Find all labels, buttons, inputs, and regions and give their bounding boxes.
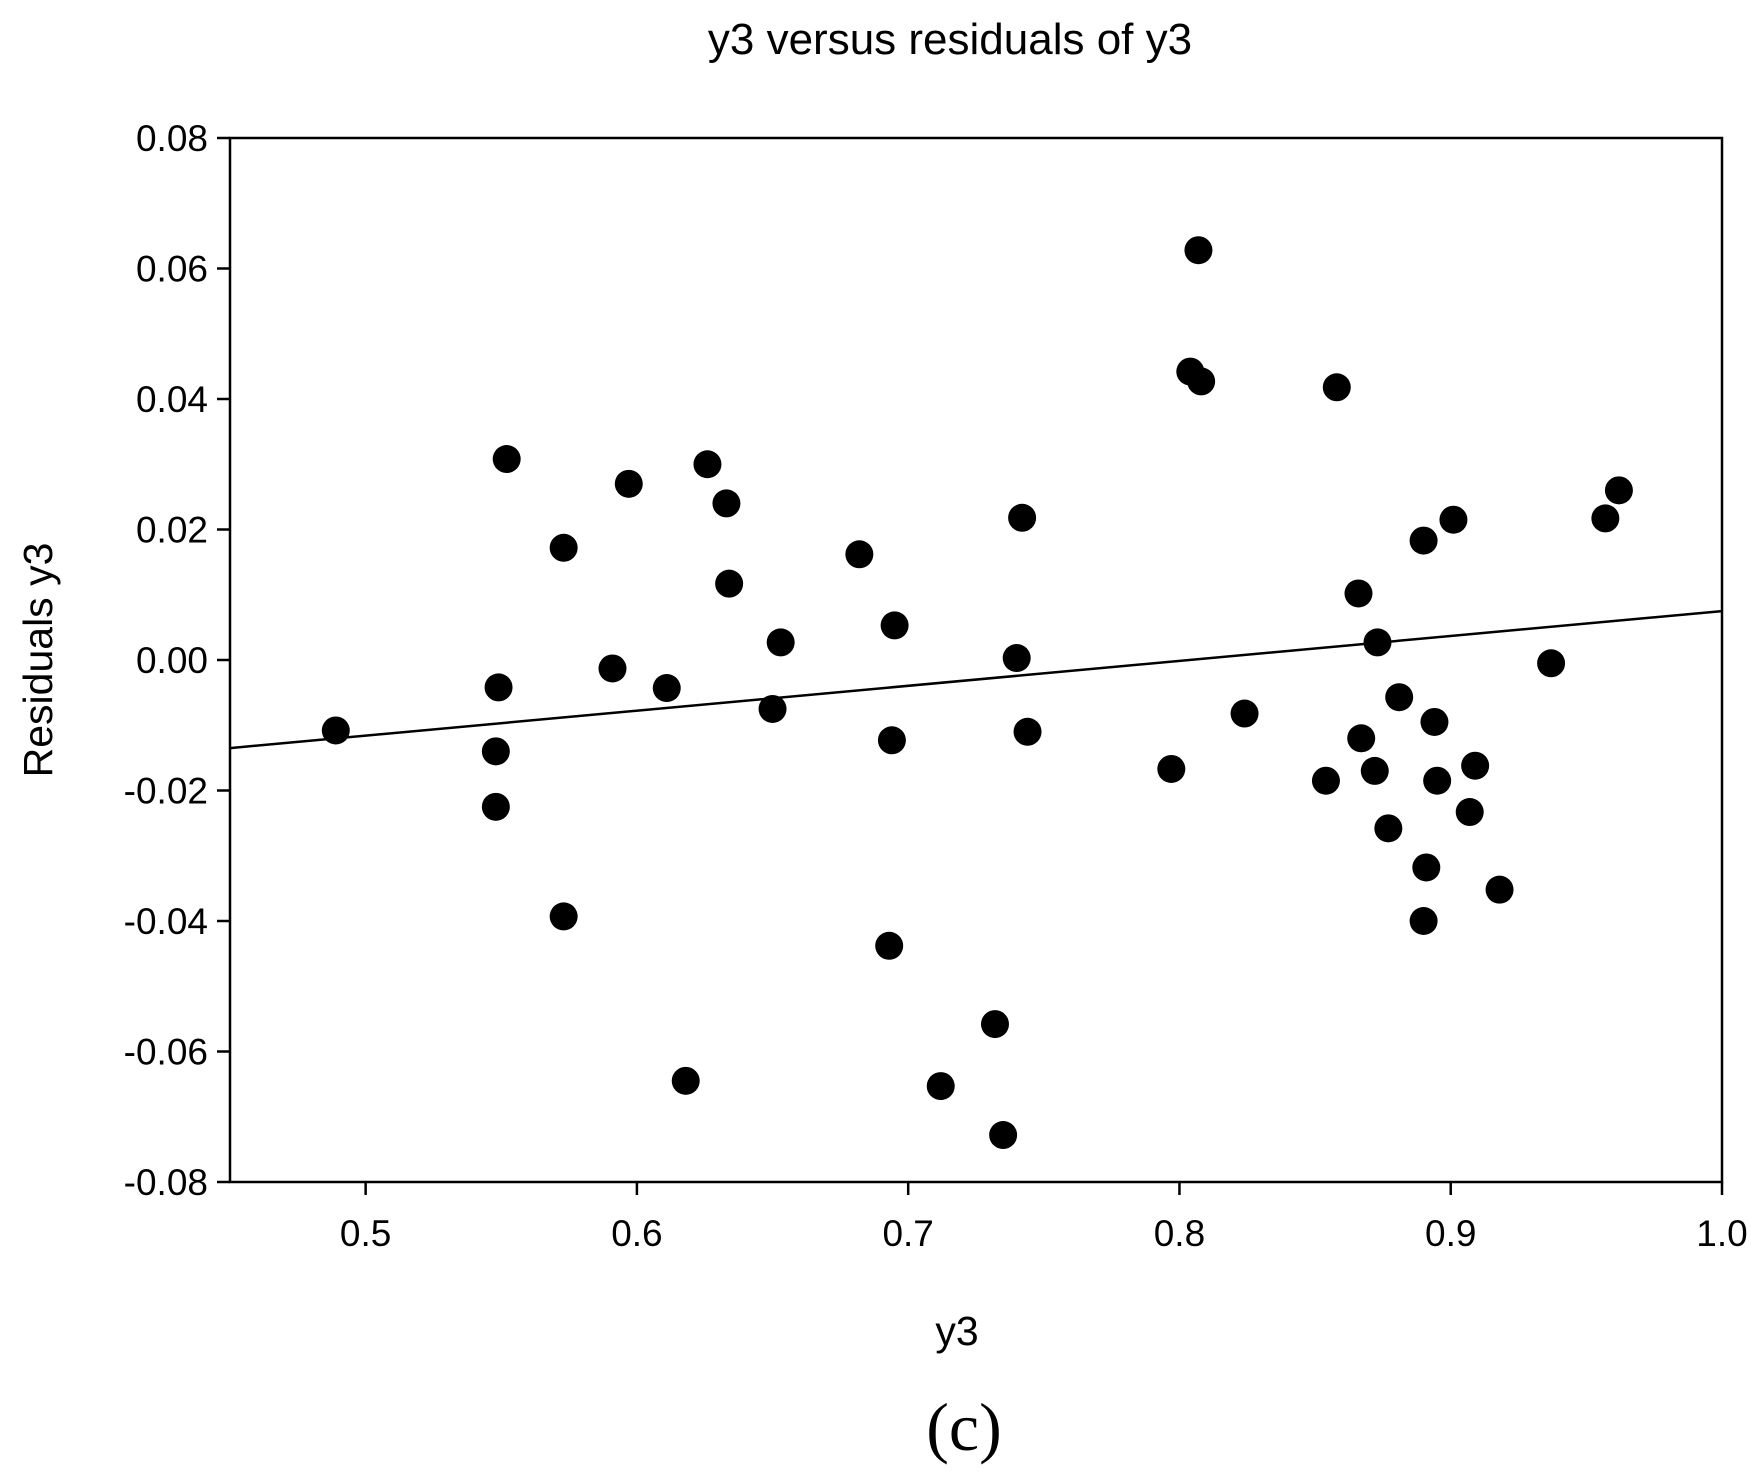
data-point	[1322, 373, 1351, 402]
data-point	[1409, 526, 1438, 555]
data-point	[1439, 505, 1468, 534]
data-point	[1485, 875, 1514, 904]
trend-line	[230, 609, 1722, 750]
data-point	[614, 469, 643, 498]
panel-label: (c)	[926, 1389, 1001, 1465]
data-point	[989, 1121, 1018, 1150]
data-point	[926, 1072, 955, 1101]
y-tick-label: 0.08	[136, 118, 208, 159]
data-point	[980, 1010, 1009, 1039]
y-tick-label: -0.08	[124, 1162, 208, 1203]
x-axis: 0.5 0.6 0.7 0.8 0.9 1.0	[340, 1182, 1748, 1254]
data-point	[652, 674, 681, 703]
data-point	[1157, 754, 1186, 783]
data-point	[1374, 814, 1403, 843]
data-point	[1409, 907, 1438, 935]
y-axis-label: Residuals y3	[15, 543, 61, 778]
data-point	[484, 673, 513, 702]
data-point	[481, 792, 510, 821]
x-tick-label: 0.5	[340, 1213, 391, 1254]
data-point	[598, 654, 627, 683]
data-point	[1363, 628, 1392, 657]
y-axis: -0.08 -0.06 -0.04 -0.02 0.00 0.02 0.04 0.06 0.08	[124, 118, 230, 1203]
data-point	[492, 445, 521, 474]
data-point	[481, 737, 510, 766]
data-point	[693, 450, 722, 479]
data-point	[880, 611, 909, 640]
data-point	[1002, 644, 1031, 673]
data-point	[1344, 579, 1373, 608]
data-point	[712, 489, 741, 518]
data-point	[1461, 751, 1490, 780]
y-tick-label: 0.06	[136, 249, 208, 290]
y-tick-label: -0.06	[124, 1032, 208, 1073]
data-point	[1412, 853, 1441, 882]
y-tick-label: 0.02	[136, 510, 208, 551]
data-point	[1230, 699, 1259, 728]
y-tick-label: 0.00	[136, 640, 208, 681]
data-points	[321, 236, 1633, 1150]
data-point	[1360, 756, 1389, 785]
data-point	[1604, 476, 1633, 505]
data-point	[1187, 367, 1216, 396]
plot-area-frame	[228, 136, 1724, 1184]
data-point	[875, 931, 904, 960]
data-point	[321, 716, 350, 745]
data-point	[1311, 766, 1340, 795]
data-point	[758, 694, 787, 723]
x-tick-label: 0.6	[611, 1213, 662, 1254]
y-tick-label: -0.04	[124, 901, 208, 942]
data-point	[671, 1066, 700, 1095]
x-tick-label: 0.7	[882, 1213, 933, 1254]
data-point	[766, 628, 795, 657]
data-point	[715, 569, 744, 598]
data-point	[1423, 766, 1452, 795]
data-point	[1184, 236, 1213, 265]
data-point	[845, 540, 874, 569]
data-point	[1420, 707, 1449, 736]
data-point	[1013, 717, 1042, 746]
chart-title: y3 versus residuals of y3	[708, 15, 1192, 64]
y-tick-label: 0.04	[136, 379, 208, 420]
data-point	[549, 902, 578, 931]
x-tick-label: 0.9	[1425, 1213, 1476, 1254]
x-tick-label: 0.8	[1154, 1213, 1205, 1254]
data-point	[1347, 724, 1376, 753]
data-point	[1385, 683, 1414, 712]
x-tick-label: 1.0	[1696, 1213, 1747, 1254]
data-point	[1008, 503, 1037, 532]
data-point	[1455, 798, 1484, 827]
data-point	[1537, 649, 1566, 678]
data-point	[549, 533, 578, 562]
y-tick-label: -0.02	[124, 771, 208, 812]
data-point	[1591, 504, 1620, 533]
x-axis-label: y3	[935, 1308, 978, 1354]
data-point	[877, 726, 906, 755]
